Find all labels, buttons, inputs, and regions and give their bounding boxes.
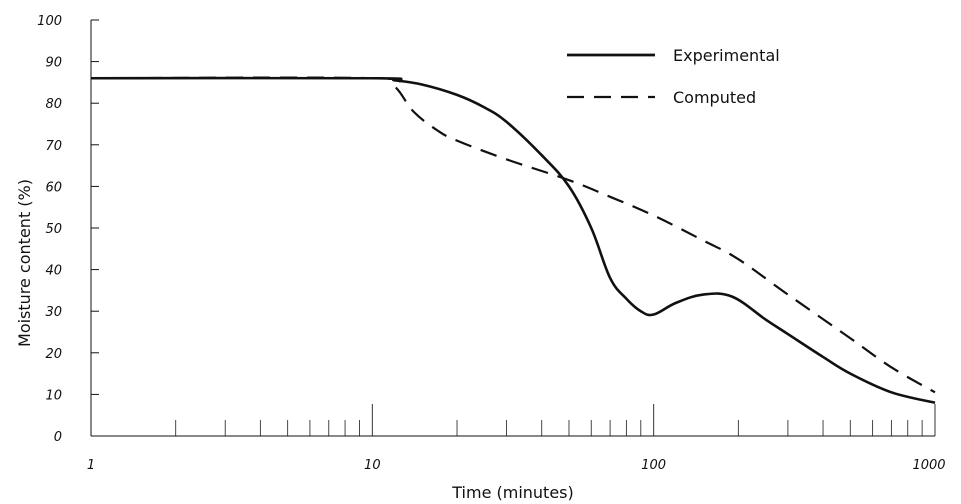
- y-tick-label: 90: [45, 56, 62, 71]
- legend-label-experimental: Experimental: [673, 46, 780, 65]
- x-axis-gridlines: [371, 404, 936, 436]
- y-tick-group: 0 10 20 30 40 50 60 70 80 90 100: [37, 14, 99, 445]
- x-tick-label: 1000: [912, 458, 945, 473]
- x-tick-label: 10: [364, 458, 381, 473]
- y-tick-label: 40: [45, 264, 62, 279]
- y-tick-label: 60: [45, 180, 62, 195]
- y-tick-label: 20: [45, 347, 62, 362]
- legend-label-computed: Computed: [673, 88, 756, 107]
- computed-line: [90, 76, 936, 394]
- x-tick-group: 1 10 100 1000: [87, 458, 946, 473]
- x-axis-label: Time (minutes): [451, 483, 574, 502]
- x-tick-label: 100: [641, 458, 666, 473]
- y-tick-label: 50: [45, 222, 62, 237]
- series-group: [90, 76, 936, 404]
- y-tick-label: 0: [54, 430, 62, 445]
- axes: [90, 20, 935, 437]
- y-tick-label: 70: [45, 139, 62, 154]
- y-tick-label: 30: [45, 305, 62, 320]
- legend: Experimental Computed: [567, 46, 780, 107]
- y-tick-label: 10: [45, 388, 62, 403]
- x-tick-label: 1: [87, 458, 95, 473]
- y-tick-label: 80: [45, 97, 62, 112]
- y-axis-label: Moisture content (%): [15, 179, 34, 347]
- x-minor-ticks: [175, 420, 923, 436]
- experimental-line: [90, 76, 936, 404]
- y-tick-label: 100: [37, 14, 62, 29]
